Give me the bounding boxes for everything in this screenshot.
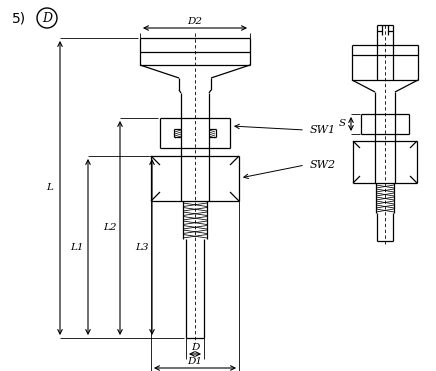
Text: D: D: [42, 12, 52, 24]
Text: S: S: [338, 119, 346, 128]
Text: L1: L1: [70, 243, 84, 252]
Text: 5): 5): [12, 12, 26, 26]
Text: D: D: [191, 342, 199, 351]
Text: SW2: SW2: [310, 160, 336, 170]
Text: D1: D1: [187, 357, 202, 365]
Text: SW1: SW1: [310, 125, 336, 135]
Text: L: L: [47, 184, 54, 193]
Text: L2: L2: [103, 223, 117, 233]
Text: D2: D2: [187, 16, 202, 26]
Text: L3: L3: [135, 243, 149, 252]
